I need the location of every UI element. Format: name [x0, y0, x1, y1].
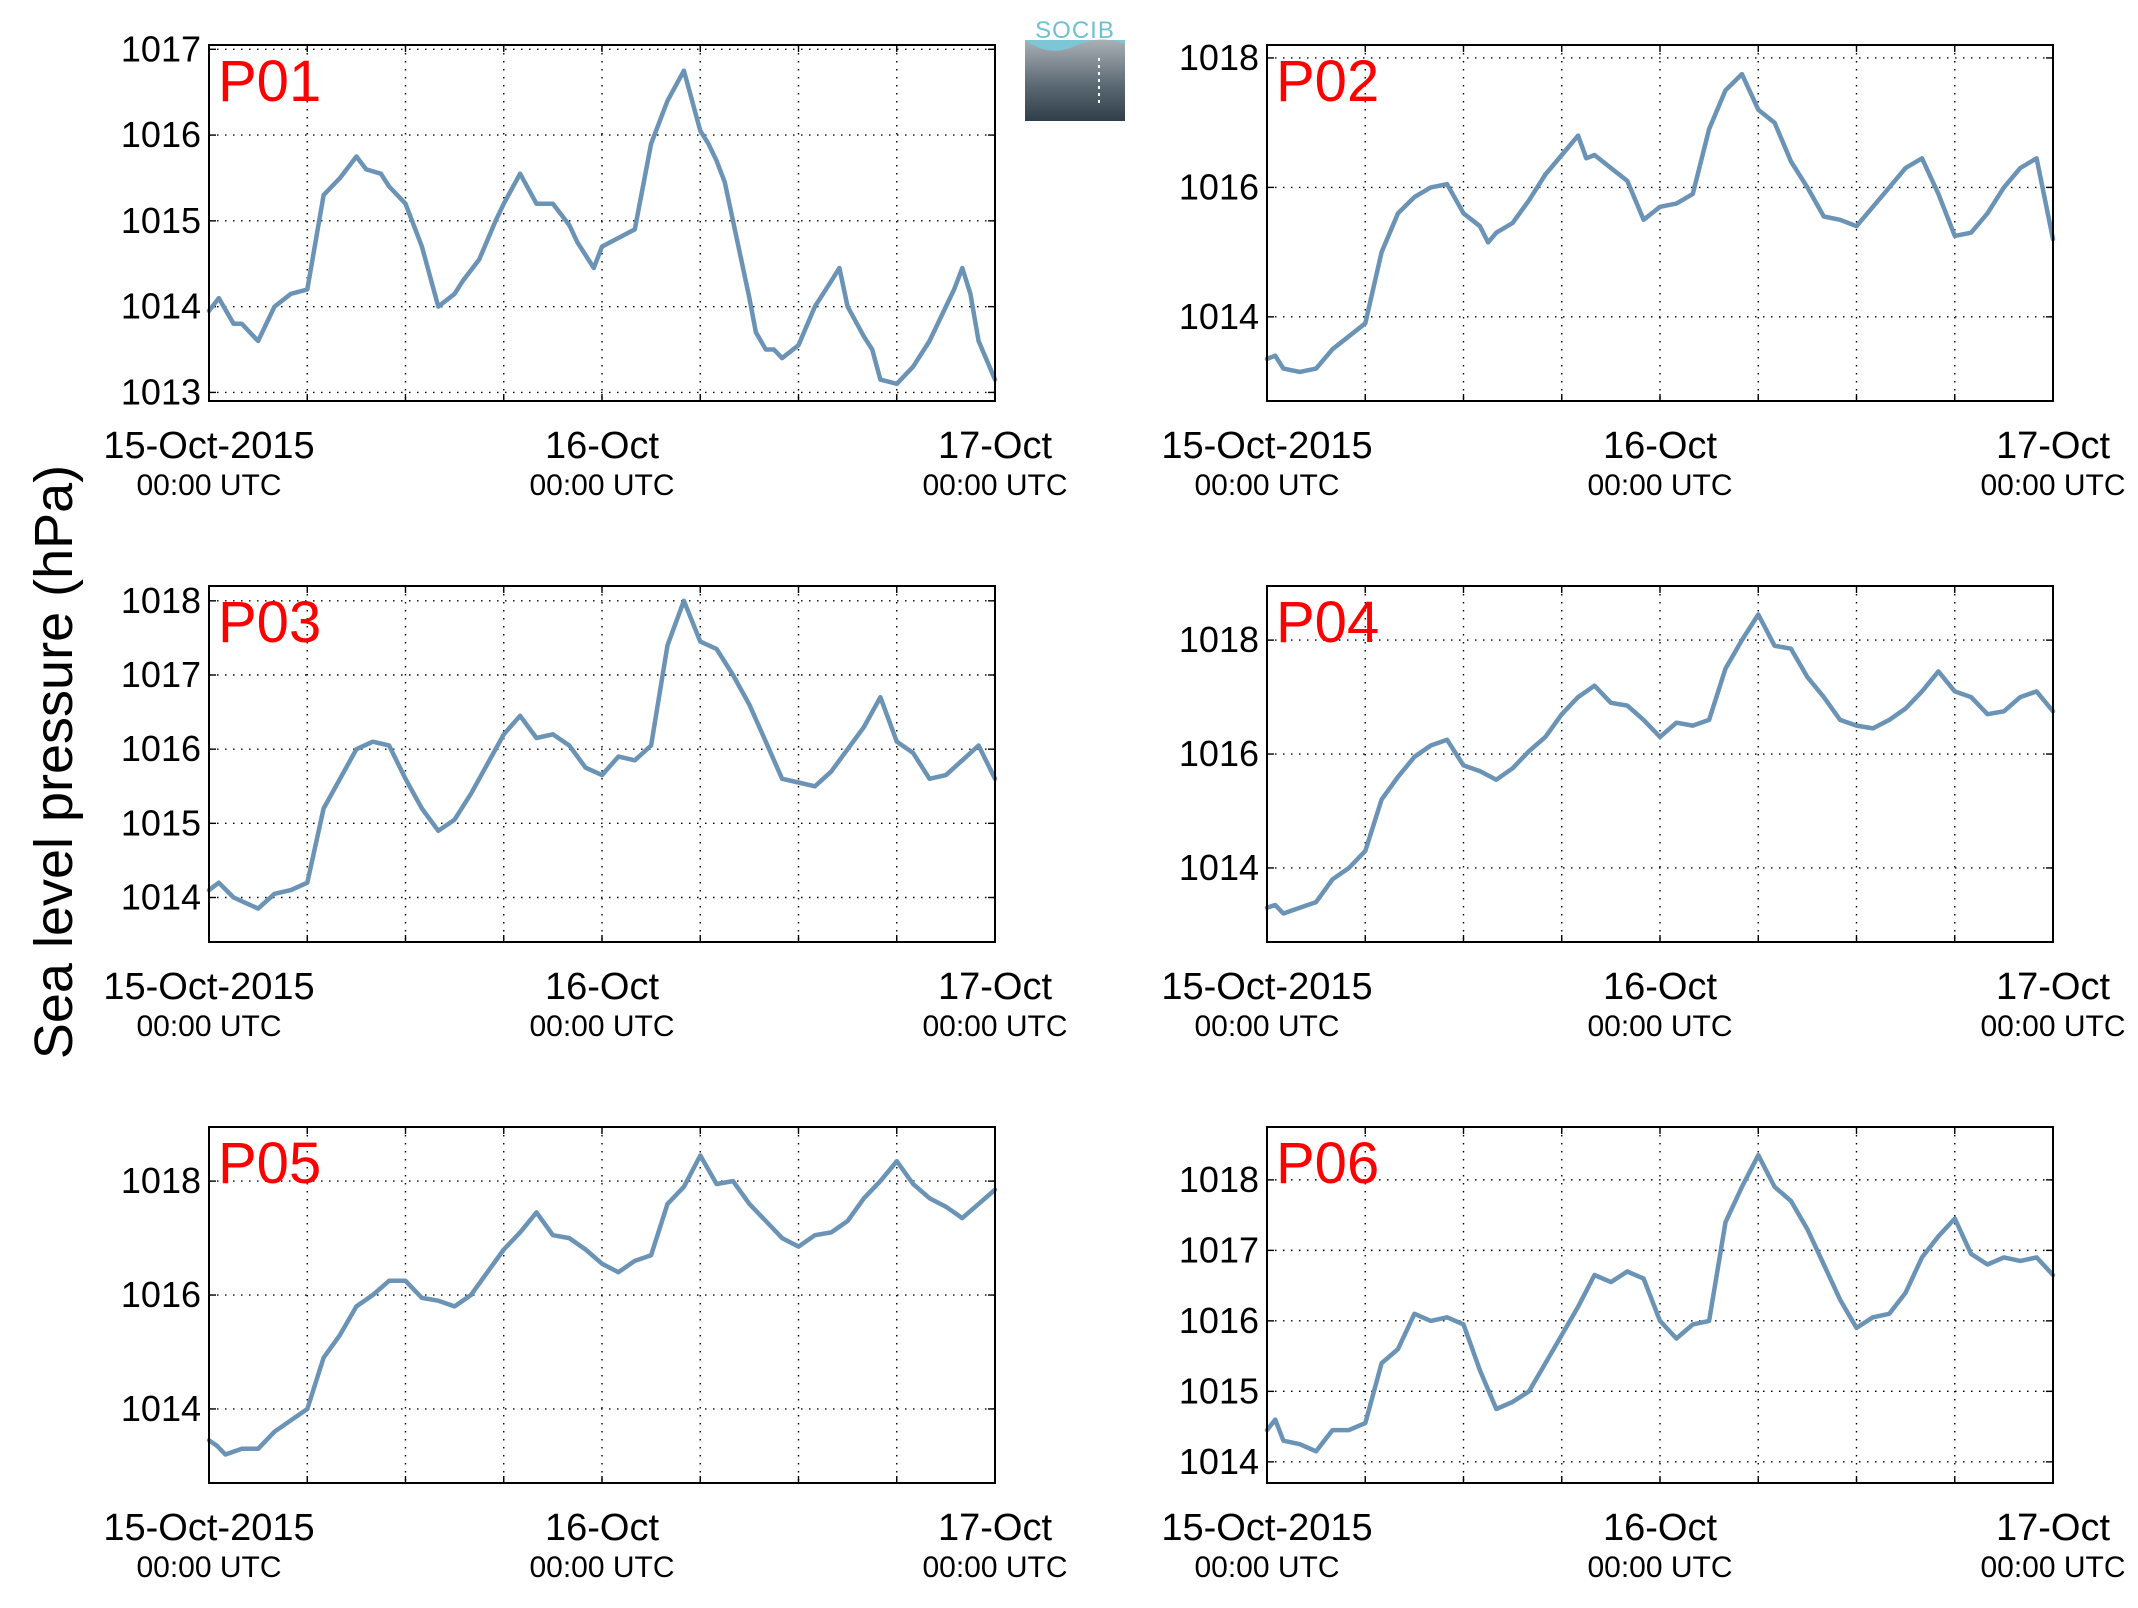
x-tick-date-label: 17-Oct — [938, 1507, 1052, 1549]
y-tick-label: 1013 — [121, 371, 201, 412]
socib-logo-text: SOCIB — [1035, 18, 1115, 44]
x-tick-time-label: 00:00 UTC — [922, 469, 1067, 502]
x-tick-time-label: 00:00 UTC — [922, 1551, 1067, 1584]
x-tick-date-label: 15-Oct-2015 — [1161, 966, 1372, 1008]
y-tick-label: 1018 — [121, 1160, 201, 1201]
y-tick-label: 1015 — [1179, 1370, 1259, 1411]
panels: 10131014101510161017P0115-Oct-201500:00 … — [103, 28, 2125, 1584]
y-tick-label: 1015 — [121, 200, 201, 241]
x-tick-time-label: 00:00 UTC — [1587, 1551, 1732, 1584]
x-tick-time-label: 00:00 UTC — [1980, 1010, 2125, 1043]
x-tick-time-label: 00:00 UTC — [529, 469, 674, 502]
y-tick-label: 1017 — [121, 654, 201, 695]
x-tick-date-label: 15-Oct-2015 — [1161, 1507, 1372, 1549]
station-label: P02 — [1276, 49, 1379, 114]
axes-frame — [208, 44, 996, 402]
x-tick-date-label: 17-Oct — [1996, 425, 2110, 467]
axes-frame — [1266, 585, 2054, 943]
x-tick-time-label: 00:00 UTC — [1587, 1010, 1732, 1043]
station-label: P05 — [218, 1131, 321, 1196]
x-tick-date-label: 15-Oct-2015 — [103, 425, 314, 467]
y-tick-label: 1017 — [1179, 1229, 1259, 1270]
y-tick-label: 1014 — [121, 286, 201, 327]
socib-logo: SOCIB — [1025, 18, 1125, 121]
x-tick-time-label: 00:00 UTC — [1980, 1551, 2125, 1584]
x-tick-date-label: 17-Oct — [938, 966, 1052, 1008]
x-tick-date-label: 15-Oct-2015 — [1161, 425, 1372, 467]
station-label: P03 — [218, 590, 321, 655]
x-tick-date-label: 16-Oct — [545, 425, 659, 467]
y-tick-label: 1017 — [121, 28, 201, 69]
y-tick-label: 1016 — [121, 728, 201, 769]
y-tick-label: 1014 — [121, 877, 201, 918]
y-tick-label: 1014 — [1179, 1441, 1259, 1482]
axes-frame — [1266, 1126, 2054, 1484]
x-tick-date-label: 16-Oct — [1603, 425, 1717, 467]
x-tick-date-label: 16-Oct — [1603, 966, 1717, 1008]
axes-frame — [1266, 44, 2054, 402]
x-tick-date-label: 16-Oct — [545, 1507, 659, 1549]
x-tick-date-label: 15-Oct-2015 — [103, 1507, 314, 1549]
y-tick-label: 1015 — [121, 802, 201, 843]
y-tick-label: 1018 — [1179, 619, 1259, 660]
x-tick-time-label: 00:00 UTC — [136, 1551, 281, 1584]
pressure-series-line — [1264, 1152, 2056, 1454]
y-tick-label: 1016 — [1179, 733, 1259, 774]
x-tick-date-label: 16-Oct — [1603, 1507, 1717, 1549]
axes-frame — [208, 585, 996, 943]
x-tick-date-label: 16-Oct — [545, 966, 659, 1008]
y-tick-label: 1018 — [1179, 1159, 1259, 1200]
y-tick-label: 1018 — [1179, 37, 1259, 78]
station-label: P01 — [218, 49, 321, 114]
x-tick-date-label: 17-Oct — [938, 425, 1052, 467]
y-tick-label: 1014 — [1179, 296, 1259, 337]
x-tick-time-label: 00:00 UTC — [1980, 469, 2125, 502]
station-label: P06 — [1276, 1131, 1379, 1196]
panel-p01: 10131014101510161017P0115-Oct-201500:00 … — [103, 28, 1067, 502]
x-tick-time-label: 00:00 UTC — [136, 1010, 281, 1043]
station-label: P04 — [1276, 590, 1379, 655]
x-tick-time-label: 00:00 UTC — [1587, 469, 1732, 502]
x-tick-time-label: 00:00 UTC — [1194, 469, 1339, 502]
x-tick-time-label: 00:00 UTC — [529, 1010, 674, 1043]
x-tick-time-label: 00:00 UTC — [1194, 1551, 1339, 1584]
y-tick-label: 1016 — [121, 1274, 201, 1315]
x-tick-date-label: 17-Oct — [1996, 966, 2110, 1008]
y-tick-label: 1014 — [121, 1388, 201, 1429]
y-tick-label: 1016 — [121, 114, 201, 155]
x-tick-time-label: 00:00 UTC — [136, 469, 281, 502]
y-tick-label: 1018 — [121, 580, 201, 621]
y-tick-label: 1016 — [1179, 166, 1259, 207]
x-tick-time-label: 00:00 UTC — [529, 1551, 674, 1584]
y-tick-label: 1014 — [1179, 847, 1259, 888]
axes-frame — [208, 1126, 996, 1484]
pressure-series-line — [206, 68, 998, 387]
x-tick-date-label: 17-Oct — [1996, 1507, 2110, 1549]
x-tick-time-label: 00:00 UTC — [922, 1010, 1067, 1043]
x-tick-date-label: 15-Oct-2015 — [103, 966, 314, 1008]
y-axis-label: Sea level pressure (hPa) — [24, 465, 84, 1059]
pressure-series-line — [1264, 612, 2056, 916]
y-tick-label: 1016 — [1179, 1300, 1259, 1341]
pressure-series-line — [1264, 71, 2056, 375]
pressure-series-line — [206, 1153, 998, 1457]
pressure-series-line — [206, 598, 998, 911]
x-tick-time-label: 00:00 UTC — [1194, 1010, 1339, 1043]
